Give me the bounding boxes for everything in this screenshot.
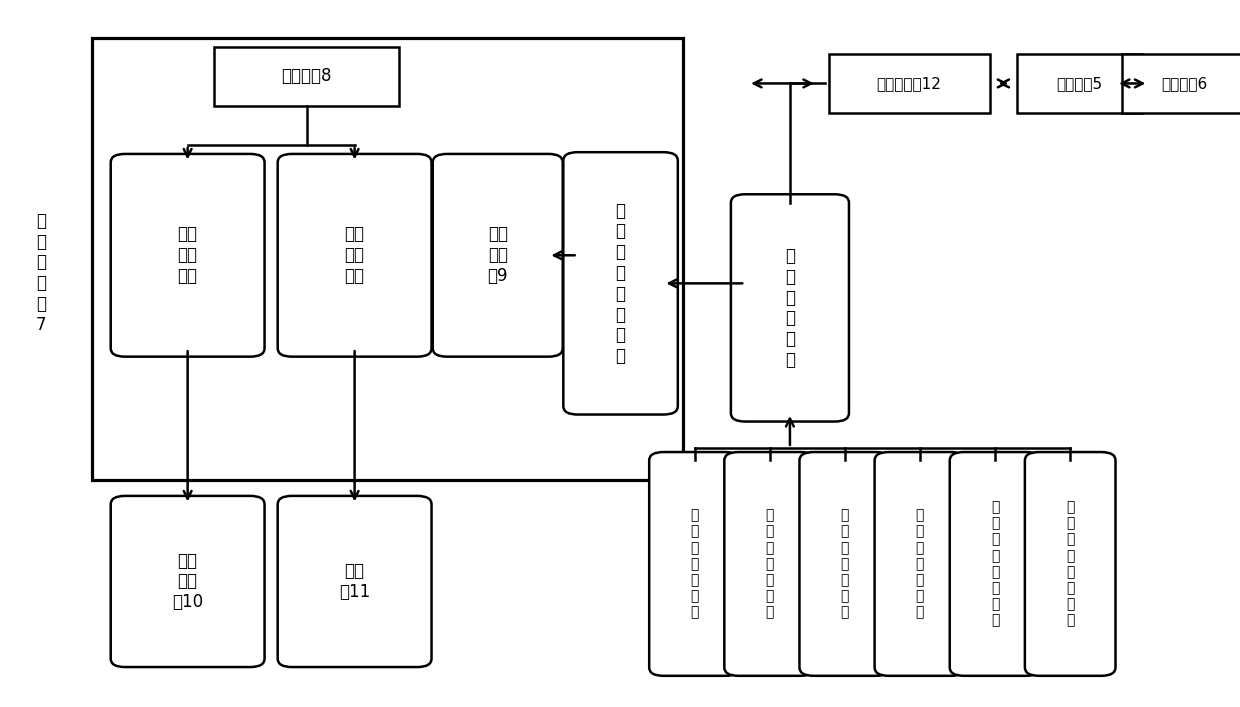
Text: 液晶
显示
屏9: 液晶 显示 屏9 (487, 226, 508, 285)
Text: 第
二
温
度
传
感
器: 第 二 温 度 传 感 器 (765, 508, 774, 619)
Text: 供暖
继电
器10: 供暖 继电 器10 (172, 551, 203, 612)
FancyBboxPatch shape (278, 496, 432, 667)
Text: 第
四
温
度
传
感
器: 第 四 温 度 传 感 器 (915, 508, 924, 619)
Bar (215, 47, 399, 105)
Text: 中
央
温
控
器
7: 中 央 温 控 器 7 (36, 212, 46, 334)
Text: 第
二
超
声
波
热
量
仪: 第 二 超 声 波 热 量 仪 (1066, 501, 1074, 628)
Bar (1122, 54, 1240, 112)
Text: 第
一
超
声
波
热
量
仪: 第 一 超 声 波 热 量 仪 (991, 501, 999, 628)
Text: 电暖
控制
模块: 电暖 控制 模块 (177, 226, 197, 285)
Text: 水暖
控制
模块: 水暖 控制 模块 (345, 226, 365, 285)
FancyBboxPatch shape (433, 154, 563, 356)
Text: 无
线
通
信
模
块: 无 线 通 信 模 块 (785, 247, 795, 369)
FancyBboxPatch shape (950, 452, 1040, 676)
FancyBboxPatch shape (730, 194, 849, 421)
FancyBboxPatch shape (110, 496, 264, 667)
Text: 家庭路由器12: 家庭路由器12 (877, 76, 941, 91)
Text: 第
三
温
度
传
感
器: 第 三 温 度 传 感 器 (841, 508, 849, 619)
Text: 移动终端6: 移动终端6 (1162, 76, 1208, 91)
Text: 温控
阀11: 温控 阀11 (339, 562, 371, 601)
FancyBboxPatch shape (1025, 452, 1116, 676)
FancyBboxPatch shape (874, 452, 965, 676)
FancyBboxPatch shape (110, 154, 264, 356)
Text: 第
一
温
度
传
感
器: 第 一 温 度 传 感 器 (691, 508, 698, 619)
FancyBboxPatch shape (563, 152, 678, 414)
FancyBboxPatch shape (650, 452, 740, 676)
FancyBboxPatch shape (724, 452, 815, 676)
Text: 控制按键8: 控制按键8 (281, 67, 332, 86)
Text: 温
度
监
测
处
理
模
块: 温 度 监 测 处 理 模 块 (615, 201, 625, 365)
Text: 云服务器5: 云服务器5 (1056, 76, 1102, 91)
Bar (1017, 54, 1142, 112)
FancyBboxPatch shape (278, 154, 432, 356)
Bar (92, 38, 682, 480)
FancyBboxPatch shape (800, 452, 890, 676)
Bar (828, 54, 990, 112)
